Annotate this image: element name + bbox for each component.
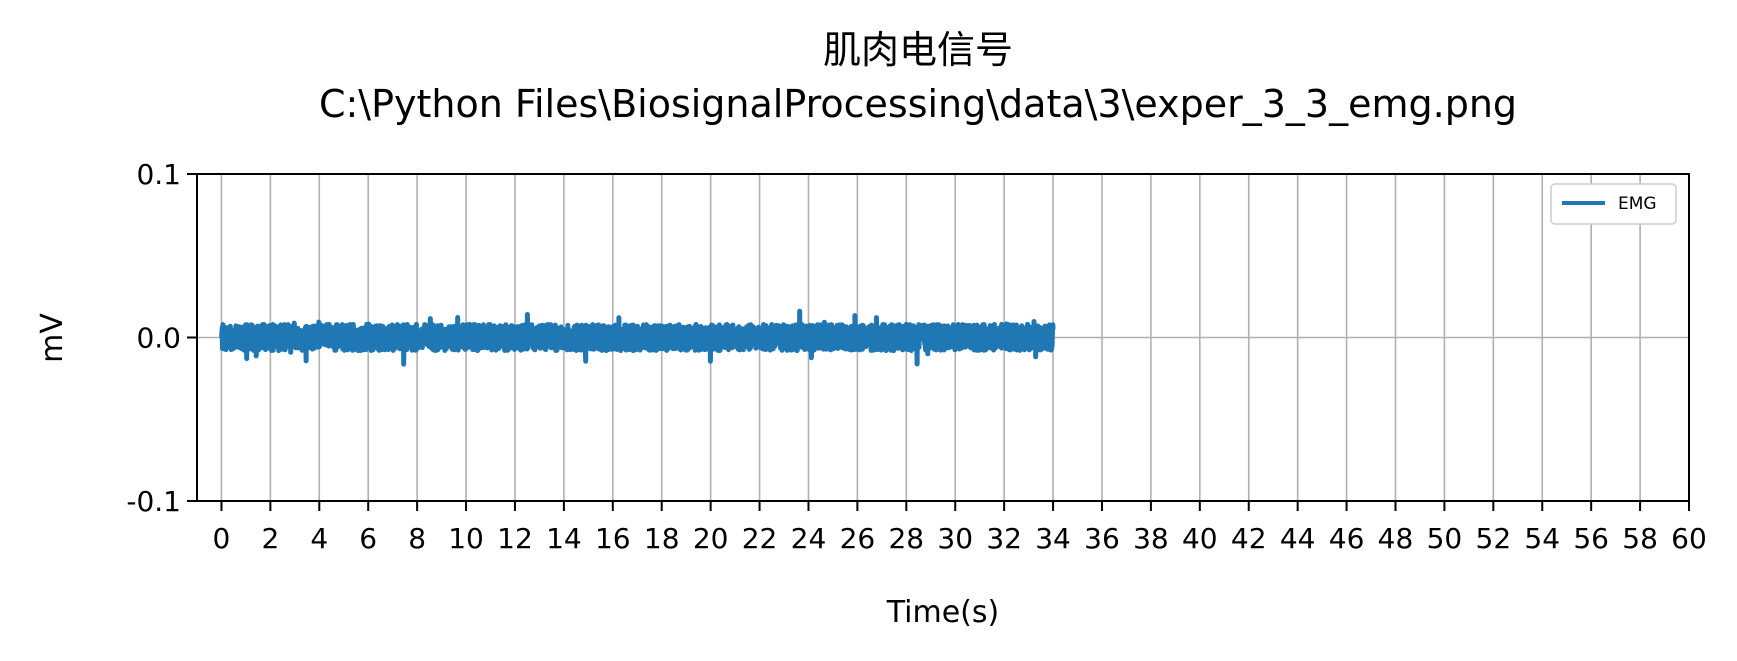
x-tick-label: 52: [1476, 522, 1512, 555]
x-tick-label: 44: [1280, 522, 1316, 555]
y-ticks: -0.1 0.0 0.1: [126, 158, 197, 518]
x-axis-label: Time(s): [886, 595, 999, 630]
x-tick-label: 58: [1622, 522, 1658, 555]
x-tick-label: 60: [1671, 522, 1707, 555]
x-tick-label: 10: [448, 522, 484, 555]
legend-label-emg: EMG: [1618, 194, 1657, 214]
x-tick-label: 12: [497, 522, 533, 555]
x-tick-label: 18: [644, 522, 680, 555]
y-axis-label: mV: [35, 313, 70, 363]
series-layer: [219, 308, 1056, 367]
x-tick-label: 6: [359, 522, 377, 555]
x-tick-label: 38: [1133, 522, 1169, 555]
x-tick-label: 40: [1182, 522, 1218, 555]
legend-box: [1550, 183, 1677, 225]
x-tick-label: 46: [1329, 522, 1365, 555]
x-tick-label: 22: [742, 522, 778, 555]
x-tick-label: 48: [1378, 522, 1414, 555]
x-tick-label: 14: [546, 522, 582, 555]
chart-title-line2: C:\Python Files\BiosignalProcessing\data…: [319, 82, 1517, 126]
series-line-emg: [219, 308, 1056, 367]
x-tick-label: 32: [986, 522, 1022, 555]
x-tick-label: 50: [1427, 522, 1463, 555]
x-tick-label: 16: [595, 522, 631, 555]
x-tick-label: 34: [1035, 522, 1071, 555]
y-tick-label: 0.1: [136, 158, 181, 191]
x-tick-label: 4: [310, 522, 328, 555]
y-tick-label: -0.1: [126, 485, 181, 518]
x-tick-label: 54: [1524, 522, 1560, 555]
x-tick-label: 2: [261, 522, 279, 555]
x-ticks: 0 2 4 6 8 10 12 14 16 18 20 22 24 26 28 30 32 34 36 38 40 42 4…: [213, 501, 1707, 555]
x-tick-label: 36: [1084, 522, 1120, 555]
x-tick-label: 42: [1231, 522, 1267, 555]
x-tick-label: 26: [840, 522, 876, 555]
legend: EMG: [1550, 183, 1677, 225]
x-tick-label: 8: [408, 522, 426, 555]
y-tick-label: 0.0: [136, 322, 181, 355]
x-tick-label: 30: [937, 522, 973, 555]
x-tick-label: 0: [213, 522, 231, 555]
x-tick-label: 56: [1573, 522, 1609, 555]
chart-title-line1: 肌肉电信号: [823, 28, 1013, 72]
x-tick-label: 28: [888, 522, 924, 555]
x-tick-label: 20: [693, 522, 729, 555]
x-tick-label: 24: [791, 522, 827, 555]
